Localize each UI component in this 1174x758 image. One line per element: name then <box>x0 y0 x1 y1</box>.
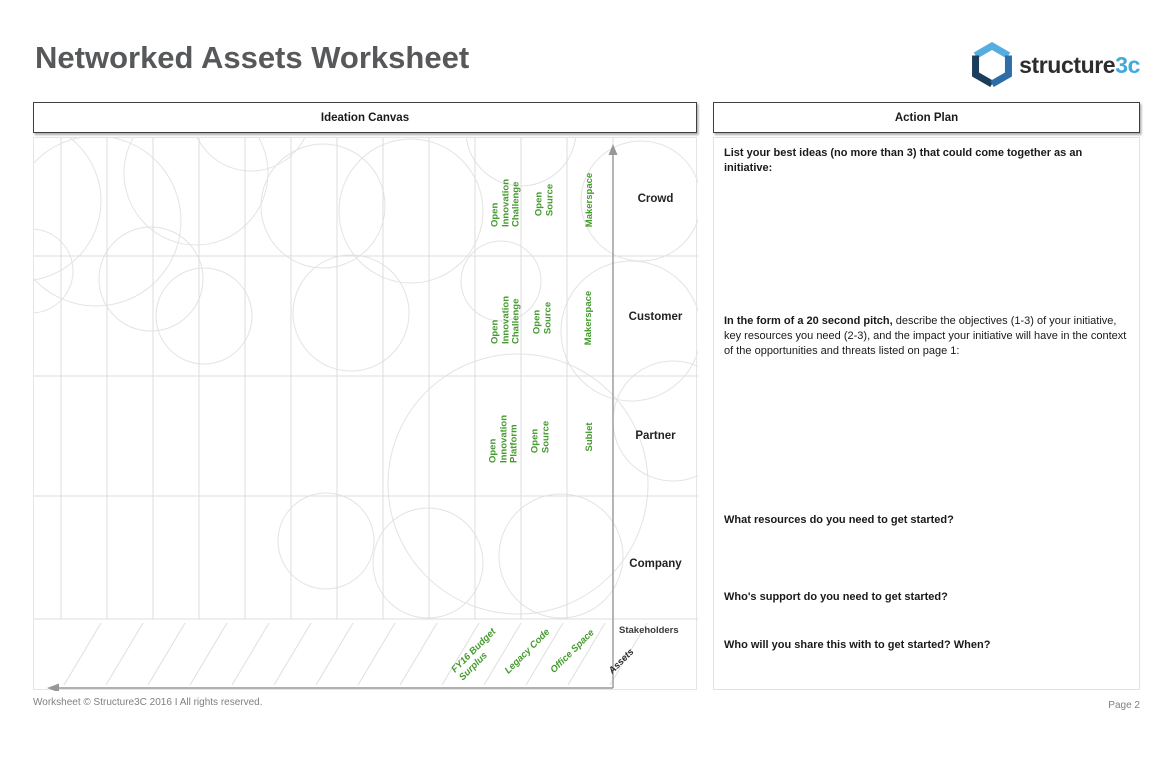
asset-label: Open Innovation Challenge <box>489 178 522 228</box>
bubble-circles <box>34 138 698 619</box>
asset-label: Sublet <box>583 422 595 452</box>
axis-lines <box>58 154 614 689</box>
x-axis-arrowhead <box>47 683 59 691</box>
page-title: Networked Assets Worksheet <box>35 40 470 75</box>
row-label-customer: Customer <box>628 311 683 323</box>
ideation-grid-graphic <box>34 138 698 691</box>
row-label-company: Company <box>629 558 682 570</box>
y-axis-label: Stakeholders <box>619 625 679 636</box>
asset-label: Makerspace <box>582 290 594 346</box>
asset-label: Open Source <box>529 420 552 454</box>
row-label-crowd: Crowd <box>637 193 674 205</box>
action-plan-header: Action Plan <box>713 102 1140 133</box>
row-label-partner: Partner <box>635 430 676 442</box>
grid-lines <box>34 138 698 620</box>
ideation-canvas-header: Ideation Canvas <box>33 102 697 133</box>
structure3c-cube-icon <box>972 42 1013 88</box>
y-axis-arrowhead <box>608 144 618 155</box>
logo-text-accent: 3c <box>1115 51 1140 78</box>
question-2-lead: In the form of a 20 second pitch, <box>724 315 893 327</box>
question-2-rest: describe the objectives (1-3) of your in… <box>724 315 1127 357</box>
action-plan-panel: List your best ideas (no more than 3) th… <box>713 137 1140 690</box>
action-plan-question-5: Who will you share this with to get star… <box>724 639 991 651</box>
action-plan-question-4: Who's support do you need to get started… <box>724 591 948 603</box>
asset-label: Open Source <box>533 183 556 217</box>
asset-label: Makerspace <box>583 172 595 228</box>
ideation-canvas: Open Innovation Challenge Open Source Ma… <box>33 137 698 691</box>
action-plan-question-1: List your best ideas (no more than 3) th… <box>724 147 1083 174</box>
asset-label: Open Innovation Platform <box>487 414 520 464</box>
structure3c-logo: structure3c <box>972 42 1140 88</box>
logo-text-main: structure <box>1019 51 1116 78</box>
copyright-text: Worksheet © Structure3C 2016 I All right… <box>33 697 263 708</box>
asset-label: Open Source <box>531 301 554 335</box>
asset-label: Open Innovation Challenge <box>489 295 522 345</box>
page-number: Page 2 <box>1108 700 1140 711</box>
logo-wordmark: structure3c <box>1019 52 1140 79</box>
assets-band-hatching <box>63 622 648 686</box>
action-plan-question-2: In the form of a 20 second pitch, descri… <box>724 314 1128 359</box>
action-plan-question-3: What resources do you need to get starte… <box>724 514 954 526</box>
